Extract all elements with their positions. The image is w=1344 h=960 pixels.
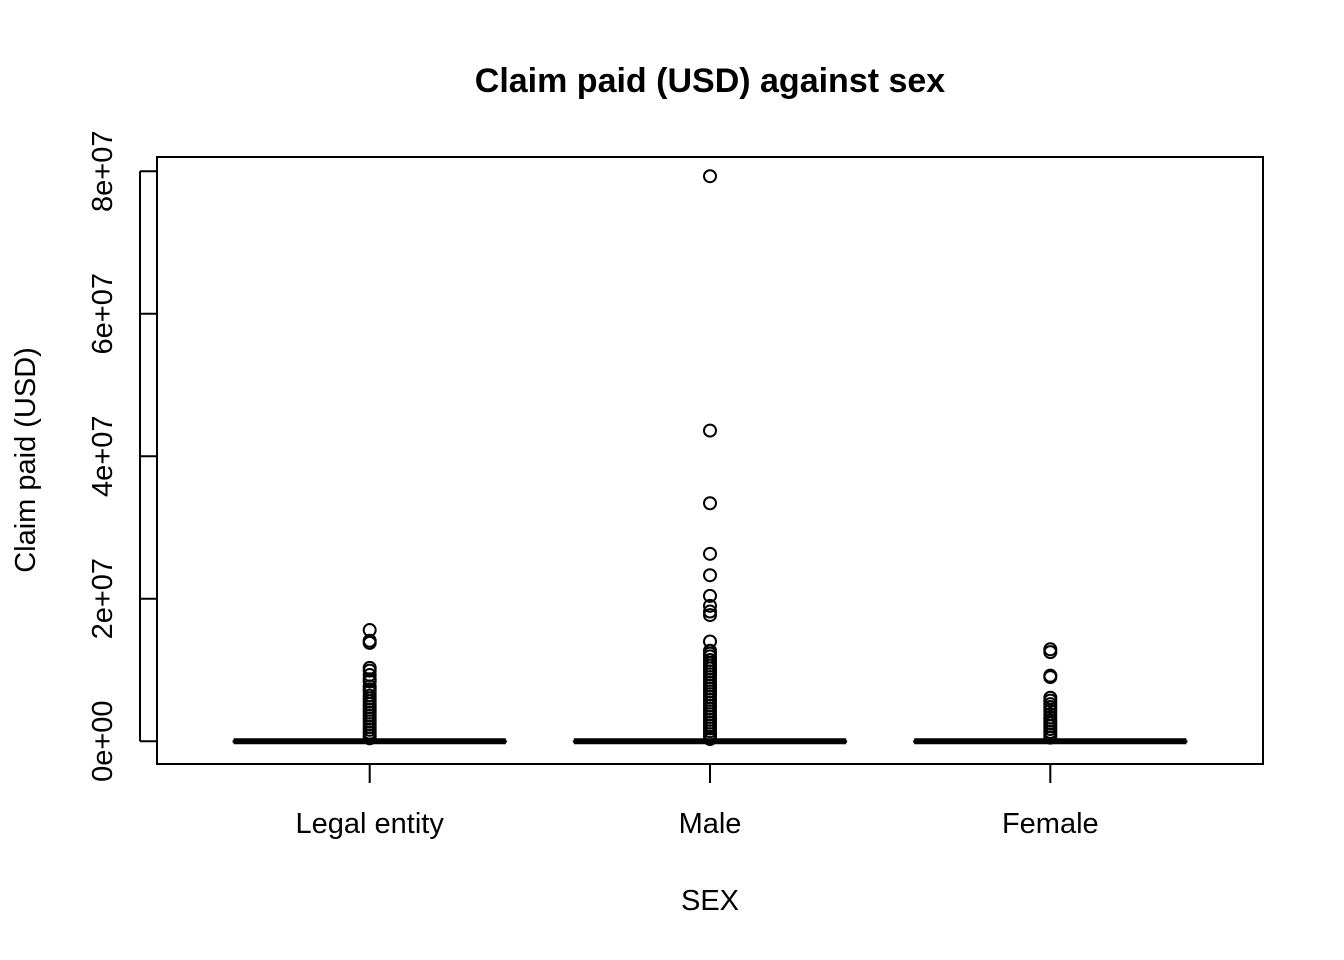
outlier-point xyxy=(1043,730,1058,745)
outlier-point xyxy=(703,546,717,561)
outlier-point xyxy=(703,423,717,438)
y-tick-label: 8e+07 xyxy=(87,131,119,212)
outlier-point xyxy=(362,635,377,650)
x-axis-label: SEX xyxy=(681,885,739,917)
y-axis: 0e+00 2e+07 4e+07 6e+07 8e+07 xyxy=(87,131,157,782)
outlier-point xyxy=(703,608,717,623)
outlier-point xyxy=(362,731,377,746)
y-tick-label: 2e+07 xyxy=(87,558,119,639)
y-tick-label: 0e+00 xyxy=(87,700,119,781)
outlier-point xyxy=(703,169,717,184)
outlier-point xyxy=(703,588,717,603)
y-axis-label: Claim paid (USD) xyxy=(10,347,42,573)
x-tick-label: Legal entity xyxy=(296,808,445,840)
outlier-point xyxy=(362,663,377,678)
y-tick-label: 4e+07 xyxy=(87,415,119,496)
x-axis: Legal entity Male Female xyxy=(296,764,1099,840)
outlier-point xyxy=(362,674,377,689)
outlier-point xyxy=(703,496,717,511)
y-tick-label: 6e+07 xyxy=(87,273,119,354)
outlier-point xyxy=(703,568,717,583)
x-tick-label: Female xyxy=(1002,808,1099,840)
chart-title: Claim paid (USD) against sex xyxy=(475,62,946,100)
outlier-point xyxy=(703,732,717,747)
box-group xyxy=(913,642,1188,745)
boxes xyxy=(232,169,1188,747)
outlier-point xyxy=(703,598,717,613)
outlier-point xyxy=(1043,645,1058,660)
x-tick-label: Male xyxy=(679,808,742,840)
outlier-point xyxy=(1043,670,1058,685)
box-group xyxy=(572,169,848,747)
box-group xyxy=(232,623,507,746)
